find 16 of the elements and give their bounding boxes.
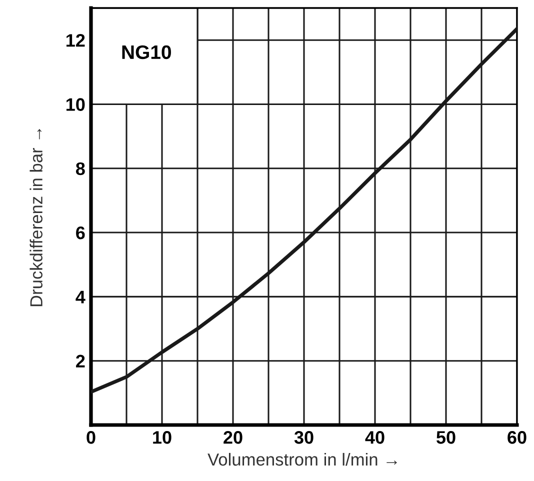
x-tick-label: 20 (224, 431, 242, 444)
x-axis-title: Volumenstrom in l/min → (208, 452, 397, 466)
y-tick-label: 4 (76, 290, 86, 304)
x-tick-label: 40 (365, 431, 384, 444)
y-tick-label: 6 (76, 226, 85, 240)
y-tick-label: 12 (66, 34, 85, 47)
x-tick-label: 10 (153, 431, 172, 444)
x-tick-label: 60 (508, 431, 526, 444)
annotation: NG10 (122, 45, 171, 60)
x-tick-label: 30 (294, 431, 314, 444)
x-tick-label: 0 (86, 431, 96, 444)
y-tick-label: 8 (76, 162, 85, 176)
y-tick-label: 10 (66, 98, 85, 111)
x-tick-label: 50 (436, 431, 456, 444)
y-tick-label: 2 (76, 354, 85, 368)
y-axis-title: Druckdifferenz in bar → (30, 129, 42, 306)
